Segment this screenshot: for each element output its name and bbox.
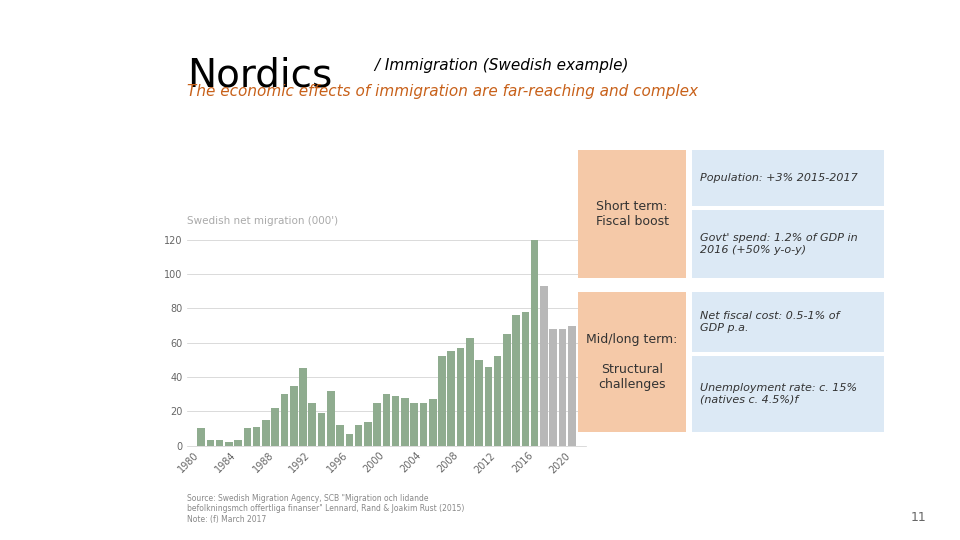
Text: Nordics: Nordics	[187, 57, 332, 94]
Bar	[198, 428, 204, 446]
Bar	[549, 329, 557, 446]
Bar	[206, 440, 214, 445]
Bar	[420, 403, 427, 445]
Bar	[410, 403, 418, 445]
Text: Net fiscal cost: 0.5-1% of
GDP p.a.: Net fiscal cost: 0.5-1% of GDP p.a.	[700, 311, 839, 333]
Bar	[485, 367, 492, 446]
Bar	[503, 334, 511, 446]
Text: / Immigration (Swedish example): / Immigration (Swedish example)	[370, 58, 628, 73]
Bar	[429, 399, 437, 446]
Bar	[559, 329, 566, 446]
FancyBboxPatch shape	[578, 150, 686, 278]
Bar	[290, 386, 298, 446]
Bar	[383, 394, 390, 446]
Bar	[457, 348, 465, 445]
Text: Mid/long term:

Structural
challenges: Mid/long term: Structural challenges	[587, 333, 678, 391]
Bar	[373, 403, 381, 445]
Bar	[280, 394, 288, 446]
Bar	[244, 428, 252, 446]
Text: 11: 11	[911, 511, 926, 524]
Bar	[272, 408, 279, 445]
Bar	[336, 425, 344, 446]
Bar	[401, 397, 409, 446]
Bar	[216, 440, 224, 445]
Bar	[308, 403, 316, 445]
Bar	[475, 360, 483, 446]
Bar	[513, 315, 520, 445]
Bar	[327, 390, 335, 445]
Text: Govt' spend: 1.2% of GDP in
2016 (+50% y-o-y): Govt' spend: 1.2% of GDP in 2016 (+50% y…	[700, 233, 857, 255]
FancyBboxPatch shape	[578, 292, 686, 432]
Bar	[300, 368, 307, 446]
Text: Source: Swedish Migration Agency, SCB "Migration och lidande
befolkningsmch offe: Source: Swedish Migration Agency, SCB "M…	[187, 494, 465, 524]
Bar	[447, 351, 455, 445]
Bar	[521, 312, 529, 446]
Bar	[364, 422, 372, 446]
FancyBboxPatch shape	[692, 292, 884, 352]
Bar	[225, 442, 232, 446]
Bar	[392, 396, 399, 446]
Bar	[262, 420, 270, 446]
Bar	[531, 240, 539, 446]
Bar	[346, 434, 353, 445]
Bar	[252, 427, 260, 446]
Text: Short term:
Fiscal boost: Short term: Fiscal boost	[595, 200, 668, 228]
Bar	[355, 425, 363, 446]
Bar	[318, 413, 325, 446]
Bar	[234, 440, 242, 445]
Text: Population: +3% 2015-2017: Population: +3% 2015-2017	[700, 173, 857, 183]
Bar	[438, 356, 445, 446]
Bar	[540, 286, 548, 445]
Text: Swedish net migration (000'): Swedish net migration (000')	[187, 215, 338, 226]
FancyBboxPatch shape	[692, 210, 884, 278]
Bar	[466, 338, 473, 446]
FancyBboxPatch shape	[692, 150, 884, 206]
Bar	[493, 356, 501, 446]
FancyBboxPatch shape	[692, 356, 884, 432]
Text: The economic effects of immigration are far-reaching and complex: The economic effects of immigration are …	[187, 84, 698, 99]
Text: Unemployment rate: c. 15%
(natives c. 4.5%)f: Unemployment rate: c. 15% (natives c. 4.…	[700, 383, 857, 405]
Bar	[568, 326, 575, 446]
